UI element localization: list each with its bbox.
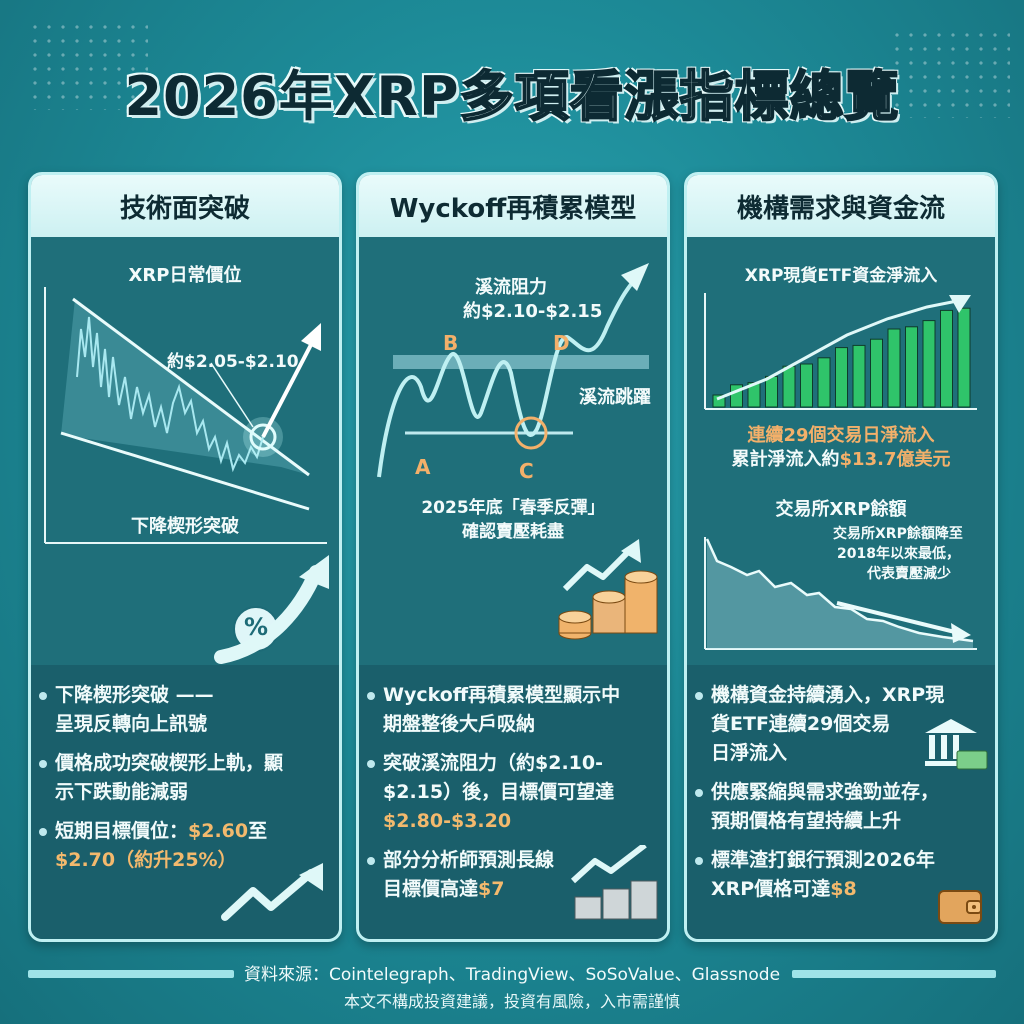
page-title: 2026年XRP多項看漲指標總覽 <box>0 52 1024 131</box>
etf-bar <box>870 338 883 408</box>
technical-chart-area: XRP日常價位 約$2.05-$2.10 下降楔形突破 % <box>31 237 339 665</box>
etf-bar <box>905 326 918 408</box>
balance-line <box>705 538 974 643</box>
etf-bar <box>957 307 971 408</box>
list-item: 下降楔形突破 —— 呈現反轉向上訊號 <box>39 681 325 739</box>
title-part1: 2026年XRP <box>124 65 460 128</box>
footer-rule-right <box>792 970 996 978</box>
breakout-circle <box>249 423 277 451</box>
list-item: 機構資金持續湧入，XRP現 貨ETF連續29個交易 日淨流入 <box>695 681 981 768</box>
etf-bar <box>887 328 901 408</box>
institutional-chart-area: XRP現貨ETF資金淨流入 連續29個交易日淨流入 累計淨流入約$13.7億美元… <box>687 237 995 665</box>
jump-label: 溪流跳躍 <box>579 387 651 408</box>
wyckoff-chart <box>377 263 658 640</box>
etf-bars-chart <box>704 293 977 650</box>
exchange-note-1: 交易所XRP餘額降至 <box>833 526 963 542</box>
growth-arrow-large <box>214 565 323 664</box>
point-c: C <box>519 459 534 483</box>
decor-dots-right <box>890 28 1010 118</box>
etf-bar <box>782 365 796 408</box>
institutional-bullets: 機構資金持續湧入，XRP現 貨ETF連續29個交易 日淨流入 供應緊縮與需求強勁並存… <box>687 665 995 939</box>
list-item: 價格成功突破楔形上軌，顯 示下跌動能減弱 <box>39 749 325 807</box>
etf-bar <box>940 309 953 408</box>
list-item: 短期目標價位：$2.60至 $2.70（約升25%） <box>39 817 325 875</box>
panel-institutional: 機構需求與資金流 XRP現貨ETF資金淨流入 連續29個交易日淨流入 累計淨流入… <box>684 172 998 942</box>
panel-wyckoff-header: Wyckoff再積累模型 <box>359 175 667 237</box>
list-item: 標準渣打銀行預測2026年 XRP價格可達$8 <box>695 846 981 904</box>
decor-dots-left <box>28 20 148 110</box>
sources-line: 資料來源：Cointelegraph、TradingView、SoSoValue… <box>243 965 781 985</box>
panel-wyckoff: Wyckoff再積累模型 溪流阻力 約$2.10-$2.15 B D 溪流 <box>356 172 670 942</box>
balance-area <box>707 539 973 649</box>
pattern-label: 下降楔形突破 <box>131 516 239 537</box>
disclaimer-line: 本文不構成投資建議，投資有風險，入市需謹慎 <box>343 992 680 1011</box>
etf-bar <box>800 363 813 408</box>
resistance-label-1: 溪流阻力 <box>475 277 547 298</box>
etf-bar <box>922 320 936 408</box>
list-item: 部分分析師預測長線 目標價高達$7 <box>367 846 653 904</box>
panel-technical: 技術面突破 XRP日常價位 約$2.05-$2.10 下降楔形突破 % 下降楔形… <box>28 172 342 942</box>
point-d: D <box>553 331 570 355</box>
wedge-fill <box>61 299 309 475</box>
coins-icon <box>558 539 658 640</box>
spring-note-1: 2025年底「春季反彈」 <box>421 498 605 518</box>
trend-up-icon <box>221 863 323 921</box>
exchange-note-3: 代表賣壓減少 <box>867 566 951 582</box>
etf-trend-line <box>716 299 958 401</box>
exchange-note-2: 2018年以來最低， <box>837 546 960 562</box>
etf-note-1: 連續29個交易日淨流入 <box>747 425 935 446</box>
list-item: 供應緊縮與需求強勁並存， 預期價格有望持續上升 <box>695 778 981 836</box>
growth-arrowhead-large <box>299 555 329 589</box>
wallet-icon <box>938 890 982 924</box>
percent-icon: % <box>243 613 269 641</box>
price-path <box>377 271 643 478</box>
spring-highlight <box>514 416 548 450</box>
etf-chart-title: XRP現貨ETF資金淨流入 <box>744 266 938 286</box>
footer-rule-left <box>28 970 234 978</box>
wyckoff-bullets: Wyckoff再積累模型顯示中 期盤整後大戶吸納 突破溪流阻力（約$2.10- $2… <box>359 665 667 939</box>
etf-bar <box>852 344 866 408</box>
list-item: 突破溪流阻力（約$2.10- $2.15）後，目標價可望達 $2.80-$3.20 <box>367 749 653 836</box>
coins-growth-icon <box>570 845 658 920</box>
technical-bullets: 下降楔形突破 —— 呈現反轉向上訊號 價格成功突破楔形上軌，顯 示下跌動能減弱 短期… <box>31 665 339 939</box>
point-a: A <box>415 455 431 479</box>
list-item: Wyckoff再積累模型顯示中 期盤整後大戶吸納 <box>367 681 653 739</box>
decline-arrowhead <box>951 623 971 643</box>
point-b: B <box>443 331 459 355</box>
title-part2: 多項看漲指標總覽 <box>459 64 900 129</box>
etf-note-2: 累計淨流入約$13.7億美元 <box>731 449 951 470</box>
panel-institutional-header: 機構需求與資金流 <box>687 175 995 237</box>
exchange-chart-title: 交易所XRP餘額 <box>775 499 907 520</box>
decline-arrow <box>836 601 960 635</box>
price-range-label: 約$2.05-$2.10 <box>167 352 299 372</box>
chart-title: XRP日常價位 <box>128 265 242 286</box>
breakout-arrow <box>261 336 317 438</box>
breakout-arrowhead <box>301 323 321 351</box>
etf-bar <box>765 375 778 408</box>
price-line <box>76 316 264 473</box>
spring-note-2: 確認賣壓耗盡 <box>462 522 564 542</box>
etf-bar <box>835 347 848 408</box>
resistance-label-2: 約$2.10-$2.15 <box>463 301 603 322</box>
path-arrowhead <box>621 263 649 291</box>
bank-icon <box>925 719 988 770</box>
etf-bar <box>817 357 831 408</box>
wedge-lower-line <box>60 431 310 511</box>
resistance-band <box>393 355 649 369</box>
price-pointer <box>210 362 254 428</box>
wedge-chart <box>44 287 329 664</box>
etf-trend-arrowhead <box>949 295 971 313</box>
wyckoff-chart-area: 溪流阻力 約$2.10-$2.15 B D 溪流跳躍 A C 2025年底「春季… <box>359 237 667 665</box>
panel-technical-header: 技術面突破 <box>31 175 339 237</box>
